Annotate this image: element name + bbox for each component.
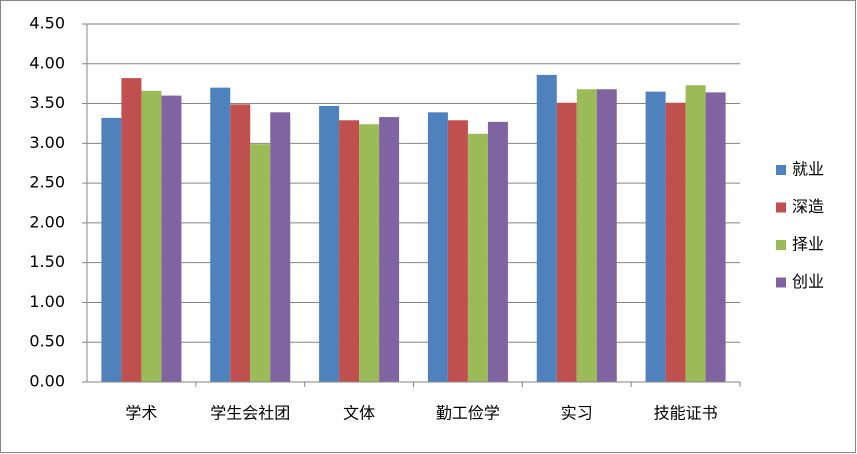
- x-tick-label: 文体: [343, 404, 375, 423]
- bar: [596, 89, 617, 382]
- bar: [685, 85, 706, 382]
- legend-label: 择业: [792, 235, 824, 254]
- bar: [467, 133, 488, 382]
- bar: [101, 117, 122, 383]
- y-tick-label: 3.50: [29, 93, 65, 112]
- bar: [665, 102, 686, 382]
- y-tick-label: 2.00: [29, 212, 65, 231]
- bar: [161, 95, 182, 382]
- bar: [210, 87, 231, 383]
- bar: [576, 89, 597, 382]
- y-tick-label: 0.00: [29, 372, 65, 391]
- bar: [427, 112, 448, 382]
- y-tick-label: 1.00: [29, 292, 65, 311]
- legend-label: 就业: [792, 160, 824, 179]
- bar: [121, 78, 142, 382]
- y-tick-label: 4.00: [29, 53, 65, 72]
- x-tick-label: 实习: [561, 404, 593, 423]
- legend-label: 创业: [792, 272, 824, 291]
- x-tick-label: 勤工俭学: [436, 404, 500, 423]
- bar: [705, 92, 726, 382]
- legend-label: 深造: [792, 197, 824, 216]
- bar: [230, 104, 251, 383]
- x-tick-label: 学生会社团: [210, 404, 290, 423]
- y-tick-label: 4.50: [29, 14, 65, 33]
- bar: [556, 102, 577, 382]
- bar: [359, 124, 380, 383]
- legend-swatch: [776, 277, 786, 288]
- legend-swatch: [776, 240, 786, 250]
- y-tick-label: 1.50: [29, 252, 65, 271]
- y-tick-label: 2.50: [29, 173, 65, 192]
- x-tick-label: 技能证书: [654, 404, 718, 423]
- x-tick-label: 学术: [125, 404, 157, 423]
- bar: [379, 117, 400, 382]
- bar: [536, 74, 557, 382]
- bar: [141, 90, 162, 383]
- legend-swatch: [776, 202, 786, 213]
- bar: [250, 144, 271, 382]
- bar: [447, 120, 468, 383]
- bar: [270, 112, 291, 382]
- legend-swatch: [776, 165, 786, 175]
- bar: [487, 121, 508, 382]
- y-tick-label: 3.00: [29, 133, 65, 152]
- bar: [339, 120, 360, 383]
- bar: [645, 91, 666, 382]
- bar: [319, 105, 340, 382]
- y-tick-label: 0.50: [29, 332, 65, 351]
